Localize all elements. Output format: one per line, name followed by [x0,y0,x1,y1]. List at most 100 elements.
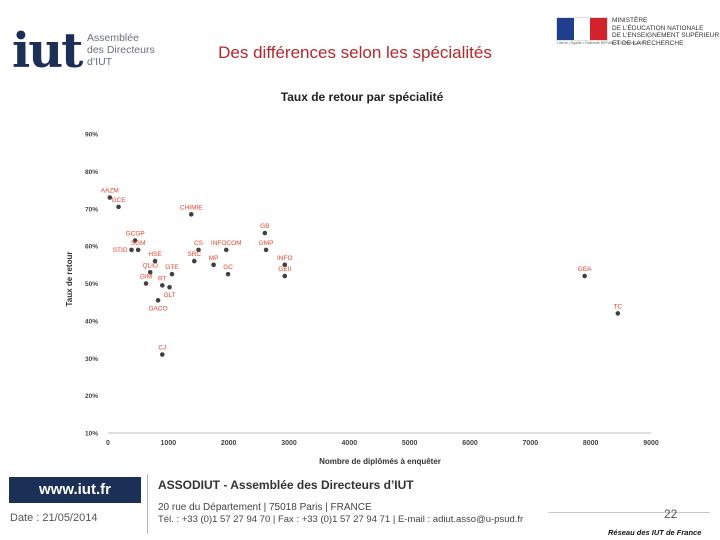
data-point [582,273,587,279]
data-point-label: GB [260,223,269,230]
data-point [262,230,268,236]
iut-logo: iut Assemblée des Directeurs d’IUT [8,6,158,78]
y-tick-label: 90% [85,132,98,139]
x-tick-labels: 0 1000 2000 3000 4000 5000 6000 7000 8000 9000 [106,440,659,447]
y-tick-label: 30% [85,356,98,363]
data-point [167,284,172,290]
ministry-line-3: DE L’ENSEIGNEMENT SUPÉRIEUR [612,32,720,39]
data-point-label: MP [209,255,219,262]
x-tick-label: 8000 [583,440,599,447]
data-point-label: CHIMIE [180,204,203,211]
data-point [107,195,113,200]
x-tick-label: 5000 [402,440,418,447]
data-point [615,311,621,316]
data-point [263,247,269,253]
x-tick-label: 9000 [643,440,659,447]
ministry-motto: Liberté • Égalité • Fraternité RÉPUBLIQU… [557,41,645,45]
data-point-label: INFO [277,255,293,262]
data-point-label: SGM [131,240,146,247]
footer-divider [147,474,148,534]
data-point [191,258,197,264]
data-point-label: GEA [578,266,592,273]
data-point [132,238,138,243]
flag-white [573,18,591,40]
footer-url-link[interactable]: www.iut.fr [9,477,141,503]
data-point-label: SRC [187,251,201,258]
data-point-label: GTE [165,264,179,271]
ministry-logo: Liberté • Égalité • Fraternité RÉPUBLIQU… [556,17,719,53]
footer-address: 20 rue du Département | 75018 Paris | FR… [158,502,372,513]
data-point-label: HSE [148,251,162,258]
x-axis-label: Nombre de diplômés à enquêter [319,457,441,466]
iut-logo-text: Assemblée des Directeurs d’IUT [87,32,167,68]
y-tick-label: 70% [85,206,98,213]
data-point [188,212,194,217]
x-tick-label: 6000 [462,440,478,447]
flag-red [590,18,608,40]
y-tick-label: 10% [85,431,98,438]
data-point [116,204,121,210]
x-tick-label: 0 [106,440,110,447]
data-point-label: GACO [148,305,167,312]
data-point-label: CJ [158,345,166,352]
data-point [152,258,158,264]
data-point-label: CS [194,240,204,247]
data-point-label: STID [113,247,128,254]
data-point [147,269,153,275]
footer-contact: Tél. : +33 (0)1 57 27 94 70 | Fax : +33 … [158,514,524,525]
data-point-label: GMP [259,240,274,247]
ministry-line-2: DE L’ÉDUCATION NATIONALE [612,24,704,32]
data-point-label: TC [613,303,622,310]
y-tick-label: 80% [85,169,98,176]
network-signature: Réseau des IUT de France [608,528,702,537]
data-point [155,298,161,303]
footer-rule [548,512,710,513]
data-point-label: GCGP [126,231,145,238]
data-point [160,283,165,288]
data-point-label: INFOCOM [211,240,242,247]
scatter-chart: Taux de retour par spécialité Nombre de … [65,90,659,466]
x-tick-label: 3000 [281,440,297,447]
x-tick-label: 1000 [161,440,177,447]
data-point [282,262,288,268]
y-tick-label: 50% [85,281,98,288]
data-point [160,352,165,357]
data-point-label: AAZM [101,188,119,195]
data-point-label: QLIO [142,262,158,269]
ministry-line-4: ET DE LA RECHERCHE [612,39,684,47]
footer-organization: ASSODIUT - Assemblée des Directeurs d’IU… [158,478,414,492]
x-tick-label: 2000 [221,440,237,447]
chart-title: Taux de retour par spécialité [281,90,444,104]
y-axis-label: Taux de retour [65,252,74,307]
y-tick-label: 40% [85,318,98,325]
data-point [211,262,216,268]
data-point [135,247,141,253]
data-point-label: GLT [163,292,175,299]
data-point [223,247,229,253]
ministry-line-1: MINISTÈRE [612,17,648,24]
x-tick-label: 4000 [342,440,358,447]
footer-date: Date : 21/05/2014 [10,512,98,524]
data-point [196,247,201,253]
y-tick-label: 20% [85,393,98,400]
data-point-label: GCE [112,197,127,204]
iut-logo-line-2: des Directeurs [87,44,155,56]
iut-logo-line-1: Assemblée [87,32,139,44]
data-point [143,281,149,286]
y-tick-label: 60% [85,244,98,251]
slide-title: Des différences selon les spécialités [218,43,492,62]
y-tick-labels: 10% 20% 30% 40% 50% 60% 70% 80% 90% [85,132,98,438]
data-point-label: GIM [140,274,152,281]
french-flag-icon [556,17,608,41]
iut-logo-line-3: d’IUT [87,56,113,68]
data-point-label: RT [158,275,167,282]
data-points [107,195,621,357]
x-tick-label: 7000 [523,440,539,447]
ministry-name: MINISTÈRE DE L’ÉDUCATION NATIONALE DE L’… [612,17,719,47]
data-point [282,273,288,279]
data-point [169,271,175,277]
flag-blue [557,18,574,40]
data-point-label: GC [223,264,233,271]
data-point-label: GEII [278,266,291,273]
